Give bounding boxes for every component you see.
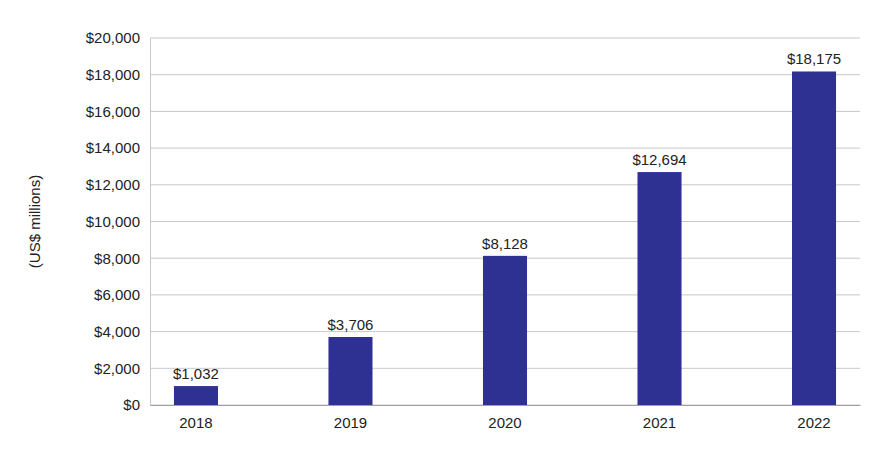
x-tick: 2020 — [488, 405, 521, 431]
x-tick-label: 2019 — [334, 414, 367, 431]
y-tick-label: $2,000 — [94, 360, 140, 377]
bar — [637, 172, 681, 405]
y-axis-title: (US$ millions) — [26, 175, 43, 268]
grid-line — [150, 148, 860, 149]
data-labels: $1,032 $3,706 $8,128 $12,694 $18,175 — [173, 50, 841, 382]
y-tick: $20,000 — [86, 29, 150, 46]
bar — [483, 256, 527, 405]
bar — [328, 337, 372, 405]
y-tick-label: $16,000 — [86, 103, 140, 120]
y-tick-label: $6,000 — [94, 286, 140, 303]
y-tick-label: $18,000 — [86, 66, 140, 83]
y-tick: $0 — [123, 396, 150, 413]
grid-line — [150, 184, 860, 185]
x-tick: 2022 — [797, 405, 830, 431]
x-axis-line — [151, 405, 861, 406]
y-tick: $10,000 — [86, 213, 150, 230]
y-tick-label: $0 — [123, 396, 140, 413]
y-tick-label: $8,000 — [94, 250, 140, 267]
chart: $0 $2,000 $4,000 $6,000 $8,000 $10,000 $12,000… — [0, 0, 880, 452]
y-tick: $2,000 — [94, 360, 150, 377]
x-tick-label: 2021 — [643, 414, 676, 431]
x-tick: 2018 — [179, 405, 212, 431]
y-tick: $12,000 — [86, 176, 150, 193]
y-tick-label: $4,000 — [94, 323, 140, 340]
plot: $0 $2,000 $4,000 $6,000 $8,000 $10,000 $12,000… — [86, 29, 861, 430]
bars — [174, 71, 836, 405]
y-tick: $14,000 — [86, 139, 150, 156]
grid-line — [150, 221, 860, 222]
y-tick-label: $10,000 — [86, 213, 140, 230]
data-label: $1,032 — [173, 365, 219, 382]
y-tick: $16,000 — [86, 103, 150, 120]
grid — [150, 38, 860, 405]
y-tick-label: $14,000 — [86, 139, 140, 156]
x-tick-label: 2020 — [488, 414, 521, 431]
y-tick-label: $20,000 — [86, 29, 140, 46]
x-tick-label: 2018 — [179, 414, 212, 431]
data-label: $12,694 — [632, 151, 686, 168]
y-tick: $18,000 — [86, 66, 150, 83]
data-label: $3,706 — [328, 316, 374, 333]
x-tick: 2021 — [643, 405, 676, 431]
bar — [174, 386, 218, 405]
data-label: $18,175 — [787, 50, 841, 67]
grid-line — [150, 111, 860, 112]
y-tick: $8,000 — [94, 250, 150, 267]
y-axis: $0 $2,000 $4,000 $6,000 $8,000 $10,000 $12,000… — [86, 29, 151, 413]
y-tick: $6,000 — [94, 286, 150, 303]
grid-line — [150, 38, 860, 39]
data-label: $8,128 — [482, 235, 528, 252]
grid-line — [150, 74, 860, 75]
y-axis-line — [150, 39, 151, 406]
x-axis: 2018 2019 2020 2021 2022 — [151, 405, 861, 431]
bar — [792, 71, 836, 405]
y-tick: $4,000 — [94, 323, 150, 340]
x-tick: 2019 — [334, 405, 367, 431]
y-tick-label: $12,000 — [86, 176, 140, 193]
x-tick-label: 2022 — [797, 414, 830, 431]
